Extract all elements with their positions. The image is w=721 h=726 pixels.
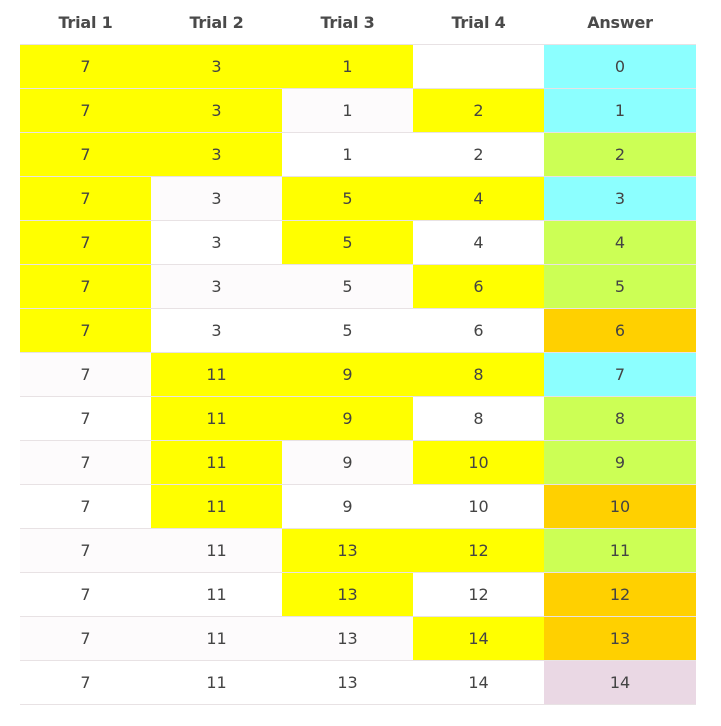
cell-trial-2: 3: [151, 89, 282, 132]
cell-answer: 6: [544, 309, 696, 352]
cell-answer: 11: [544, 529, 696, 572]
cell-trial-4: 12: [413, 573, 544, 616]
table-body: 7 3 1 0 7 3 1 2 1 7 3 1 2 2 7 3 5 4 3 7 3 5 4 4 7 3 5 6 5 7 3 5 6 6 7 11 9 8 7…: [20, 44, 696, 705]
cell-answer: 14: [544, 661, 696, 704]
cell-trial-2: 11: [151, 353, 282, 396]
header-trial-2: Trial 2: [189, 12, 244, 32]
table-row: 7 11 13 14 14: [20, 660, 696, 705]
table-row: 7 11 13 14 13: [20, 616, 696, 660]
cell-answer: 13: [544, 617, 696, 660]
cell-trial-1: 7: [20, 221, 151, 264]
header-answer: Answer: [587, 12, 653, 32]
cell-trial-2: 11: [151, 397, 282, 440]
cell-trial-4: 8: [413, 397, 544, 440]
cell-trial-3: 13: [282, 661, 413, 704]
cell-trial-4: 2: [413, 133, 544, 176]
cell-trial-2: 3: [151, 45, 282, 88]
cell-trial-4: 6: [413, 265, 544, 308]
cell-trial-3: 5: [282, 309, 413, 352]
cell-trial-3: 9: [282, 441, 413, 484]
table-row: 7 11 13 12 12: [20, 572, 696, 616]
cell-trial-2: 11: [151, 617, 282, 660]
cell-trial-4: 2: [413, 89, 544, 132]
cell-trial-4: 14: [413, 661, 544, 704]
cell-trial-2: 3: [151, 309, 282, 352]
table-row: 7 11 9 10 10: [20, 484, 696, 528]
cell-trial-3: 5: [282, 221, 413, 264]
trials-table: Trial 1 Trial 2 Trial 3 Trial 4 Answer 7…: [20, 0, 696, 705]
cell-answer: 5: [544, 265, 696, 308]
cell-trial-3: 1: [282, 89, 413, 132]
cell-trial-1: 7: [20, 89, 151, 132]
cell-trial-4: 4: [413, 221, 544, 264]
cell-trial-1: 7: [20, 133, 151, 176]
cell-answer: 4: [544, 221, 696, 264]
cell-trial-1: 7: [20, 265, 151, 308]
cell-trial-4: 4: [413, 177, 544, 220]
cell-trial-4: 12: [413, 529, 544, 572]
cell-trial-3: 13: [282, 617, 413, 660]
cell-trial-1: 7: [20, 661, 151, 704]
cell-trial-1: 7: [20, 353, 151, 396]
cell-trial-3: 1: [282, 45, 413, 88]
cell-trial-2: 3: [151, 265, 282, 308]
cell-answer: 3: [544, 177, 696, 220]
cell-trial-1: 7: [20, 485, 151, 528]
cell-trial-1: 7: [20, 529, 151, 572]
cell-trial-1: 7: [20, 309, 151, 352]
cell-trial-3: 9: [282, 353, 413, 396]
cell-answer: 12: [544, 573, 696, 616]
cell-answer: 2: [544, 133, 696, 176]
cell-trial-4: 14: [413, 617, 544, 660]
cell-trial-1: 7: [20, 573, 151, 616]
cell-trial-3: 13: [282, 529, 413, 572]
cell-answer: 9: [544, 441, 696, 484]
cell-answer: 0: [544, 45, 696, 88]
cell-trial-4: 10: [413, 441, 544, 484]
cell-trial-4: [413, 45, 544, 88]
cell-trial-1: 7: [20, 617, 151, 660]
header-trial-4: Trial 4: [451, 12, 506, 32]
cell-answer: 10: [544, 485, 696, 528]
table-row: 7 11 9 8 7: [20, 352, 696, 396]
cell-trial-2: 11: [151, 529, 282, 572]
cell-trial-1: 7: [20, 397, 151, 440]
cell-trial-2: 11: [151, 441, 282, 484]
cell-answer: 8: [544, 397, 696, 440]
cell-trial-2: 3: [151, 221, 282, 264]
cell-trial-3: 5: [282, 177, 413, 220]
cell-answer: 1: [544, 89, 696, 132]
table-row: 7 11 13 12 11: [20, 528, 696, 572]
cell-answer: 7: [544, 353, 696, 396]
cell-trial-1: 7: [20, 45, 151, 88]
cell-trial-3: 13: [282, 573, 413, 616]
table-row: 7 11 9 10 9: [20, 440, 696, 484]
cell-trial-3: 5: [282, 265, 413, 308]
cell-trial-3: 9: [282, 397, 413, 440]
cell-trial-1: 7: [20, 177, 151, 220]
header-trial-1: Trial 1: [58, 12, 113, 32]
header-trial-3: Trial 3: [320, 12, 375, 32]
table-row: 7 11 9 8 8: [20, 396, 696, 440]
cell-trial-3: 1: [282, 133, 413, 176]
table-header: Trial 1 Trial 2 Trial 3 Trial 4 Answer: [20, 0, 696, 44]
cell-trial-2: 11: [151, 573, 282, 616]
cell-trial-2: 3: [151, 133, 282, 176]
cell-trial-2: 11: [151, 485, 282, 528]
cell-trial-3: 9: [282, 485, 413, 528]
cell-trial-4: 8: [413, 353, 544, 396]
cell-trial-4: 10: [413, 485, 544, 528]
cell-trial-2: 11: [151, 661, 282, 704]
cell-trial-1: 7: [20, 441, 151, 484]
cell-trial-2: 3: [151, 177, 282, 220]
cell-trial-4: 6: [413, 309, 544, 352]
